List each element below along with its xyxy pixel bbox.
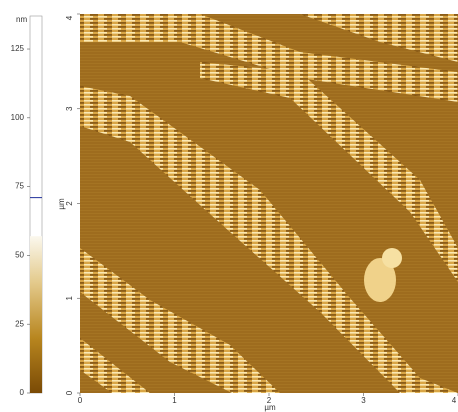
y-tick-label: 3 — [65, 106, 74, 111]
y-tick-label: 4 — [65, 15, 74, 20]
x-tick-label: 0 — [78, 396, 83, 405]
colorbar-tick-label: 25 — [15, 319, 24, 328]
colorbar-unit: nm — [16, 15, 27, 24]
x-tick-label: 1 — [172, 396, 177, 405]
y-tick-label: 1 — [65, 295, 74, 300]
x-tick-label: 4 — [452, 396, 457, 405]
colorbar-tick-label: 125 — [11, 44, 25, 53]
afm-figure: nm µm µm 02550751001250123401234 — [0, 0, 458, 412]
colorbar-tick-label: 50 — [15, 251, 24, 260]
afm-image — [80, 14, 458, 393]
y-tick-label: 0 — [65, 390, 74, 395]
colorbar-tick-label: 75 — [15, 182, 24, 191]
x-tick-label: 2 — [267, 396, 272, 405]
colorbar-tick-label: 100 — [11, 113, 25, 122]
x-tick-label: 3 — [361, 396, 366, 405]
y-tick-label: 2 — [65, 201, 74, 206]
colorbar-gradient — [30, 236, 42, 393]
colorbar-tick-label: 0 — [20, 388, 25, 397]
